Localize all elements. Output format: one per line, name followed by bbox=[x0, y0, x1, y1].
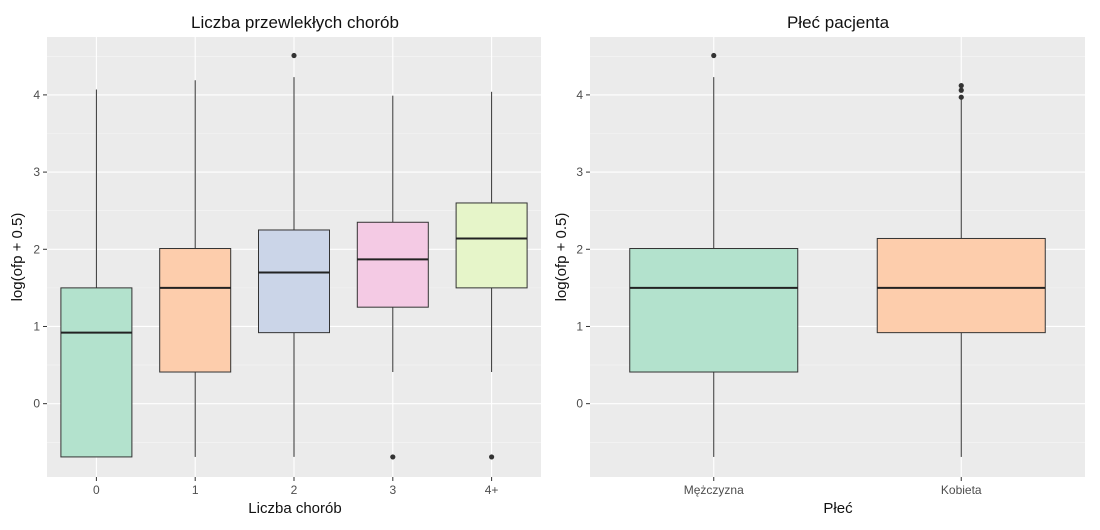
outlier-point bbox=[390, 454, 396, 460]
box-1 bbox=[159, 80, 232, 457]
chart-title: Liczba przewlekłych chorób bbox=[191, 13, 399, 32]
x-tick-label: Mężczyzna bbox=[684, 483, 744, 497]
chart-title: Płeć pacjenta bbox=[787, 13, 890, 32]
y-axis-title: log(ofp + 0.5) bbox=[553, 213, 570, 302]
outlier-point bbox=[958, 94, 964, 100]
boxes bbox=[60, 52, 528, 460]
box-iqr bbox=[629, 248, 799, 373]
y-axis-title: log(ofp + 0.5) bbox=[9, 213, 26, 302]
box-4+ bbox=[455, 91, 528, 460]
box-iqr bbox=[159, 248, 232, 373]
box-iqr bbox=[455, 202, 528, 289]
x-axis-title: Płeć bbox=[823, 500, 853, 517]
box-2 bbox=[258, 52, 330, 457]
outlier-point bbox=[958, 87, 964, 93]
box-iqr bbox=[356, 221, 429, 308]
outlier-point bbox=[958, 83, 964, 89]
x-axis-title: Liczba chorób bbox=[248, 500, 341, 517]
x-tick-label: 0 bbox=[93, 483, 100, 497]
x-tick-label: Kobieta bbox=[941, 483, 982, 497]
x-axis-ticks: 0 1 2 3 4+ bbox=[93, 477, 498, 497]
y-tick-label: 1 bbox=[33, 319, 40, 333]
y-tick-label: 2 bbox=[33, 242, 40, 256]
x-axis-ticks: Mężczyzna Kobieta bbox=[684, 477, 982, 497]
box-3 bbox=[356, 95, 429, 460]
outlier-point bbox=[711, 52, 717, 59]
box-iqr bbox=[876, 237, 1046, 334]
box-Kobieta bbox=[876, 83, 1046, 457]
panel-patient-sex: Płeć pacjenta 0 1 2 3 4 Mężczyzna Kobieta Płe… bbox=[553, 13, 1085, 517]
y-tick-label: 0 bbox=[33, 397, 40, 411]
box-iqr bbox=[60, 287, 133, 458]
x-tick-label: 2 bbox=[291, 483, 298, 497]
y-tick-label: 4 bbox=[576, 88, 583, 102]
outlier-point bbox=[489, 454, 495, 460]
y-tick-label: 2 bbox=[576, 242, 583, 256]
y-tick-label: 1 bbox=[576, 319, 583, 333]
y-tick-label: 0 bbox=[576, 397, 583, 411]
x-tick-label: 4+ bbox=[485, 483, 499, 497]
box-Mężczyzna bbox=[629, 52, 799, 457]
y-tick-label: 3 bbox=[576, 165, 583, 179]
boxes bbox=[629, 52, 1046, 457]
x-tick-label: 1 bbox=[192, 483, 199, 497]
box-iqr bbox=[258, 229, 330, 334]
x-tick-label: 3 bbox=[389, 483, 396, 497]
outlier-point bbox=[291, 52, 297, 59]
y-axis-ticks: 0 1 2 3 4 bbox=[33, 88, 47, 411]
y-tick-label: 4 bbox=[33, 88, 40, 102]
y-axis-ticks: 0 1 2 3 4 bbox=[576, 88, 590, 411]
y-tick-label: 3 bbox=[33, 165, 40, 179]
box-0 bbox=[60, 89, 133, 458]
